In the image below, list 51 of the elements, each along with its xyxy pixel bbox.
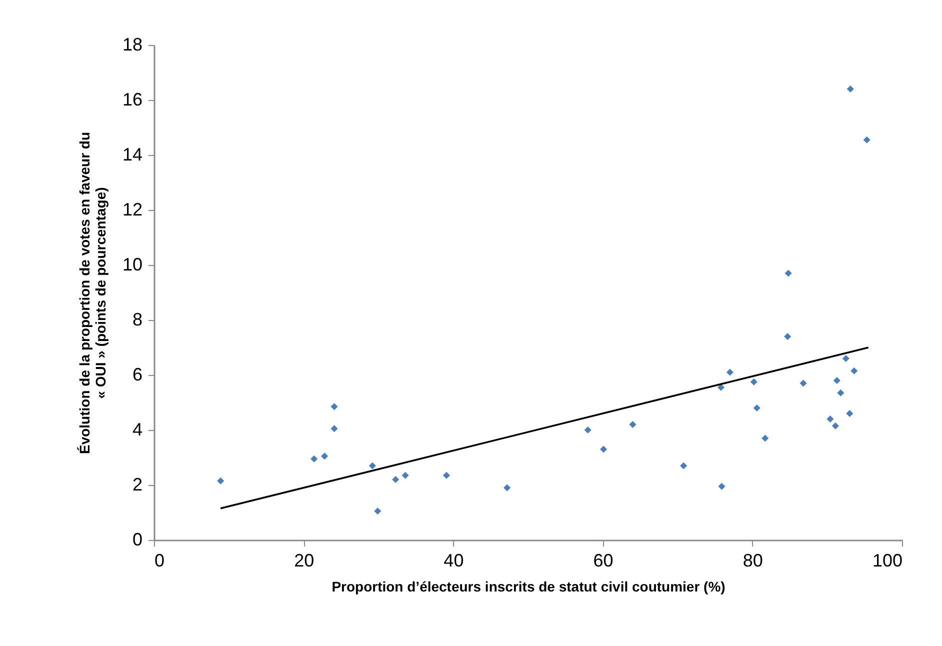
x-tick-label: 40 bbox=[444, 550, 464, 570]
point bbox=[753, 404, 760, 412]
point bbox=[718, 482, 726, 490]
y-tick-label: 4 bbox=[132, 420, 142, 440]
point bbox=[826, 415, 834, 423]
x-tick-label: 100 bbox=[872, 550, 902, 570]
point bbox=[750, 378, 758, 386]
y-tick-label: 18 bbox=[122, 34, 142, 54]
y-tick-label: 0 bbox=[132, 530, 142, 550]
point bbox=[846, 410, 854, 418]
x-tick-label: 20 bbox=[294, 550, 314, 570]
point bbox=[832, 422, 839, 430]
point bbox=[850, 367, 858, 374]
point bbox=[726, 368, 734, 376]
point bbox=[833, 376, 840, 384]
point bbox=[762, 434, 769, 442]
y-tick-label: 16 bbox=[122, 90, 142, 110]
point bbox=[374, 508, 382, 515]
point bbox=[392, 476, 400, 484]
point bbox=[863, 136, 870, 144]
point bbox=[504, 484, 511, 492]
point bbox=[717, 384, 725, 391]
point bbox=[584, 426, 592, 434]
point bbox=[784, 332, 792, 340]
point bbox=[217, 477, 224, 484]
point bbox=[402, 472, 409, 479]
point bbox=[310, 455, 318, 462]
point bbox=[368, 462, 376, 470]
point bbox=[800, 380, 807, 387]
y-tick-label: 14 bbox=[122, 144, 142, 164]
x-axis-title: Proportion d’électeurs inscrits de statut civil coutumier (%) bbox=[332, 578, 726, 594]
x-tick-label: 0 bbox=[154, 550, 165, 570]
point bbox=[600, 446, 608, 453]
y-tick-label: 8 bbox=[132, 310, 142, 330]
y-tick-label: 2 bbox=[132, 474, 142, 494]
point bbox=[680, 462, 688, 470]
point bbox=[330, 425, 338, 432]
point bbox=[321, 452, 328, 460]
point bbox=[330, 403, 338, 410]
point bbox=[442, 472, 450, 479]
point bbox=[629, 420, 636, 428]
point bbox=[837, 389, 844, 396]
y-tick-label: 6 bbox=[132, 364, 142, 384]
x-tick-label: 60 bbox=[593, 550, 614, 570]
y-tick-label: 10 bbox=[122, 254, 142, 274]
point bbox=[846, 85, 854, 93]
y-tick-label: 12 bbox=[122, 200, 142, 220]
point bbox=[784, 270, 792, 277]
y-axis-title: Évolution de la proportion de votes en faveur du « OUI » (points de pourcentage) bbox=[76, 132, 108, 454]
x-tick-label: 80 bbox=[742, 550, 763, 570]
point bbox=[842, 354, 850, 362]
